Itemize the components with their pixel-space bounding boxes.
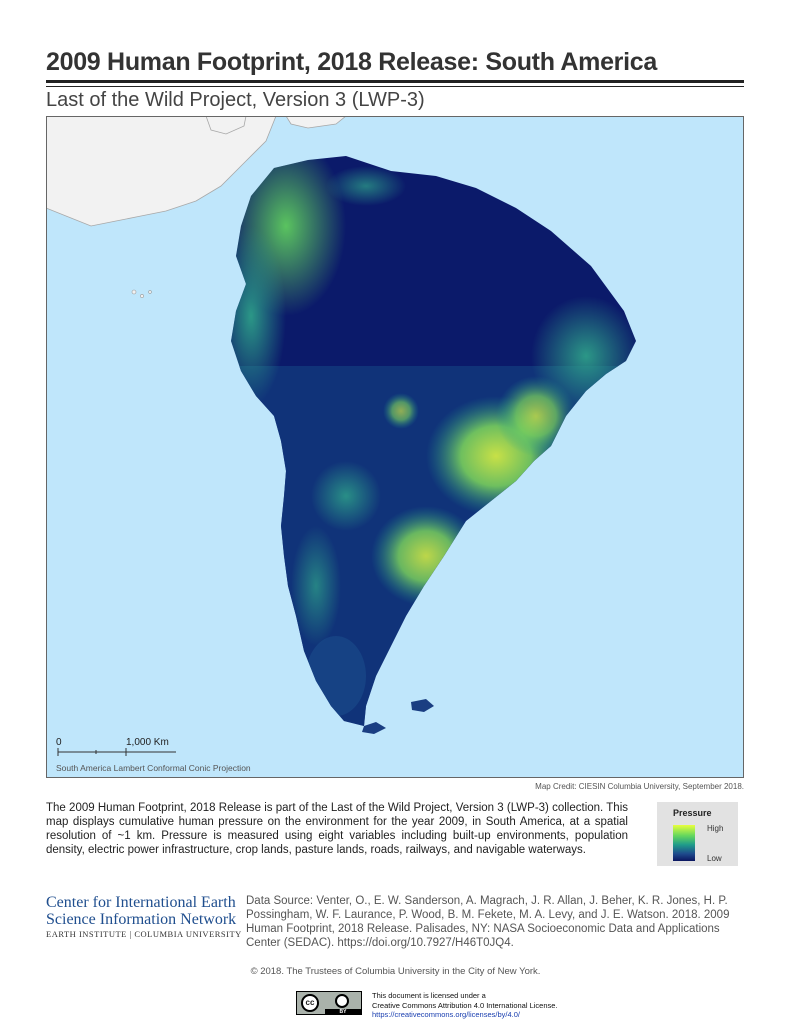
legend-color-ramp <box>673 825 695 861</box>
by-label: BY <box>325 1009 361 1015</box>
title-rule-thick <box>46 80 744 83</box>
central-america-landmass <box>46 116 277 227</box>
caribbean-landmass <box>205 116 247 135</box>
license-line2: Creative Commons Attribution 4.0 Interna… <box>372 1000 558 1010</box>
scale-bar: 0 1,000 Km <box>56 737 176 756</box>
cc-by-badge[interactable]: cc BY <box>296 991 362 1015</box>
cc-icon: cc <box>301 994 319 1012</box>
by-person-icon <box>335 994 349 1008</box>
license-text: This document is licensed under a Creati… <box>372 991 558 1020</box>
greater-antilles <box>285 116 347 129</box>
map-frame: 0 1,000 Km South America Lambert Conform… <box>46 116 744 778</box>
legend-low-label: Low <box>707 854 722 863</box>
galapagos-island <box>140 294 144 298</box>
pressure-legend: Pressure High Low <box>657 802 738 866</box>
org-affiliation: EARTH INSTITUTE | COLUMBIA UNIVERSITY <box>46 929 242 939</box>
org-name-line2: Science Information Network <box>46 911 237 928</box>
map-credit: Map Credit: CIESIN Columbia University, … <box>535 782 744 791</box>
map-description: The 2009 Human Footprint, 2018 Release i… <box>46 802 628 856</box>
title-rule-thin <box>46 86 744 87</box>
tierra-del-fuego <box>362 722 386 734</box>
falkland-islands <box>411 699 434 712</box>
projection-label: South America Lambert Conformal Conic Pr… <box>56 763 251 773</box>
scale-end-label: 1,000 Km <box>126 737 169 748</box>
legend-high-label: High <box>707 824 724 833</box>
org-name-line1: Center for International Earth <box>46 894 236 911</box>
map-canvas: 0 1,000 Km South America Lambert Conform… <box>46 116 744 778</box>
map-title: 2009 Human Footprint, 2018 Release: Sout… <box>46 48 657 76</box>
galapagos-island <box>148 290 152 294</box>
data-source: Data Source: Venter, O., E. W. Sanderson… <box>246 895 730 949</box>
copyright-notice: © 2018. The Trustees of Columbia Univers… <box>250 966 541 977</box>
galapagos-island <box>131 289 137 295</box>
legend-title: Pressure <box>673 808 712 818</box>
map-border <box>46 116 744 778</box>
ciesin-logo: Center for International Earth Science I… <box>46 894 242 939</box>
license-link[interactable]: https://creativecommons.org/licenses/by/… <box>372 1010 520 1019</box>
license-line1: This document is licensed under a <box>372 991 486 1000</box>
map-subtitle: Last of the Wild Project, Version 3 (LWP… <box>46 89 425 111</box>
scale-start-label: 0 <box>56 737 62 748</box>
